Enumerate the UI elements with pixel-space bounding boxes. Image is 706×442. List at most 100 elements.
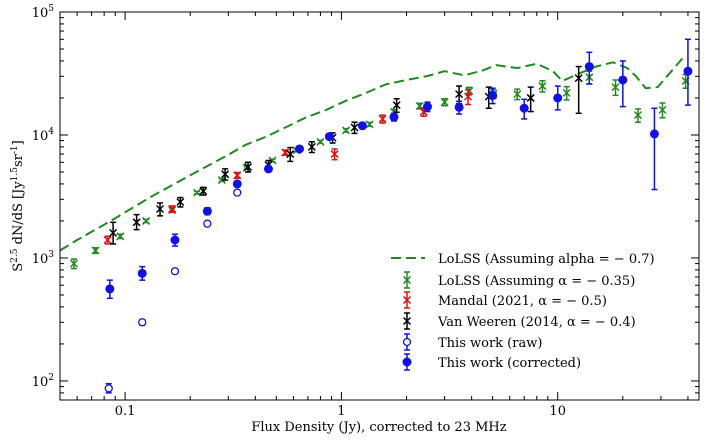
x-marker [464, 92, 473, 101]
x-marker-stroke [307, 142, 316, 151]
data-point [562, 85, 571, 101]
x-marker [350, 123, 359, 132]
data-point [233, 171, 242, 180]
x-marker-stroke [221, 170, 230, 179]
x-marker-stroke [176, 197, 185, 207]
x-marker-stroke [402, 295, 412, 305]
data-point [519, 98, 529, 120]
y-axis-title-end: ] [11, 140, 26, 145]
y-tick-base: 10 [32, 375, 49, 390]
x-marker-stroke [155, 204, 165, 214]
filled-circle-marker [105, 284, 115, 294]
x-tick-label: 1 [337, 404, 345, 419]
x-marker-stroke [415, 101, 424, 111]
data-point [618, 60, 628, 108]
series-0 [59, 53, 687, 252]
y-axis-title-exp2: 1.5 [10, 167, 20, 182]
data-point [233, 188, 242, 197]
data-point [232, 179, 242, 189]
y-tick-exponent: 2 [48, 373, 54, 383]
x-marker [243, 162, 253, 171]
x-marker [538, 82, 547, 91]
data-point [649, 107, 659, 191]
x-marker-stroke [103, 235, 112, 245]
x-axis-title: Flux Density (Jy), corrected to 23 MHz [251, 420, 506, 435]
x-marker-stroke [243, 162, 253, 171]
x-marker [221, 170, 230, 179]
data-point [324, 132, 334, 142]
data-point [116, 232, 125, 241]
x-marker-stroke [286, 150, 295, 159]
x-marker [168, 204, 177, 214]
y-tick-label: 104 [32, 127, 55, 144]
x-tick-label: 0.1 [115, 404, 136, 419]
data-point [316, 137, 325, 146]
data-point [658, 102, 667, 119]
x-marker [281, 148, 290, 157]
filled-circle-marker [649, 129, 659, 139]
x-marker-stroke [658, 105, 667, 114]
legend-item: This work (corrected) [402, 353, 581, 371]
data-point [683, 38, 693, 106]
x-marker-stroke [633, 111, 643, 120]
lolss-dashed-line [59, 53, 687, 252]
x-tick-label: 10 [549, 404, 566, 419]
plot-frame [59, 11, 700, 401]
x-marker-stroke [464, 92, 473, 101]
data-point [91, 246, 100, 255]
y-tick-label: 105 [32, 4, 55, 21]
data-point [104, 382, 113, 394]
legend-item: Mandal (2021, α = − 0.5) [402, 291, 607, 309]
x-marker [316, 137, 325, 146]
x-marker-stroke [392, 101, 401, 110]
data-point [142, 216, 151, 225]
x-marker [91, 246, 100, 255]
data-point [170, 267, 180, 276]
data-point [202, 206, 212, 216]
x-marker [341, 126, 351, 135]
x-marker [633, 111, 643, 120]
filled-circle-marker [454, 102, 464, 112]
x-marker [142, 216, 151, 225]
y-axis-title-mid: dN/dS [Jy [11, 181, 26, 249]
x-marker [199, 187, 208, 196]
x-marker [155, 204, 165, 214]
data-point [105, 279, 115, 300]
x-marker-stroke [365, 120, 374, 129]
legend-item: This work (raw) [402, 333, 542, 351]
x-marker [307, 142, 316, 151]
data-point [350, 121, 359, 135]
filled-circle-marker [683, 66, 693, 76]
data-point [176, 196, 185, 208]
x-marker-stroke [455, 90, 464, 99]
data-point [103, 235, 112, 245]
x-marker-stroke [168, 204, 177, 214]
y-tick-exponent: 5 [48, 4, 54, 14]
x-marker [455, 90, 464, 99]
data-point [199, 186, 208, 196]
data-point [584, 51, 594, 85]
x-marker [116, 232, 125, 241]
legend-label: LoLSS (Assuming alpha = − 0.7) [438, 252, 655, 267]
x-marker [574, 74, 583, 83]
x-marker-stroke [192, 188, 202, 197]
filled-circle-marker [137, 268, 147, 278]
x-marker-stroke [440, 98, 449, 107]
data-point [633, 108, 643, 123]
x-marker-stroke [217, 176, 226, 185]
legend-label: Mandal (2021, α = − 0.5) [438, 294, 607, 309]
y-tick-label: 102 [32, 373, 54, 390]
legend-item: Van Weeren (2014, α = − 0.4) [402, 312, 636, 330]
x-marker [658, 105, 667, 114]
series-1 [69, 70, 690, 270]
data-point [294, 144, 304, 154]
x-marker-stroke [199, 187, 208, 196]
filled-circle-marker [488, 90, 498, 100]
filled-circle-marker [618, 75, 628, 85]
data-point [137, 265, 147, 281]
x-marker [378, 114, 387, 123]
x-marker-stroke [330, 150, 339, 159]
legend-x-marker [402, 295, 412, 305]
filled-circle-marker [294, 144, 304, 154]
data-point [170, 233, 180, 247]
